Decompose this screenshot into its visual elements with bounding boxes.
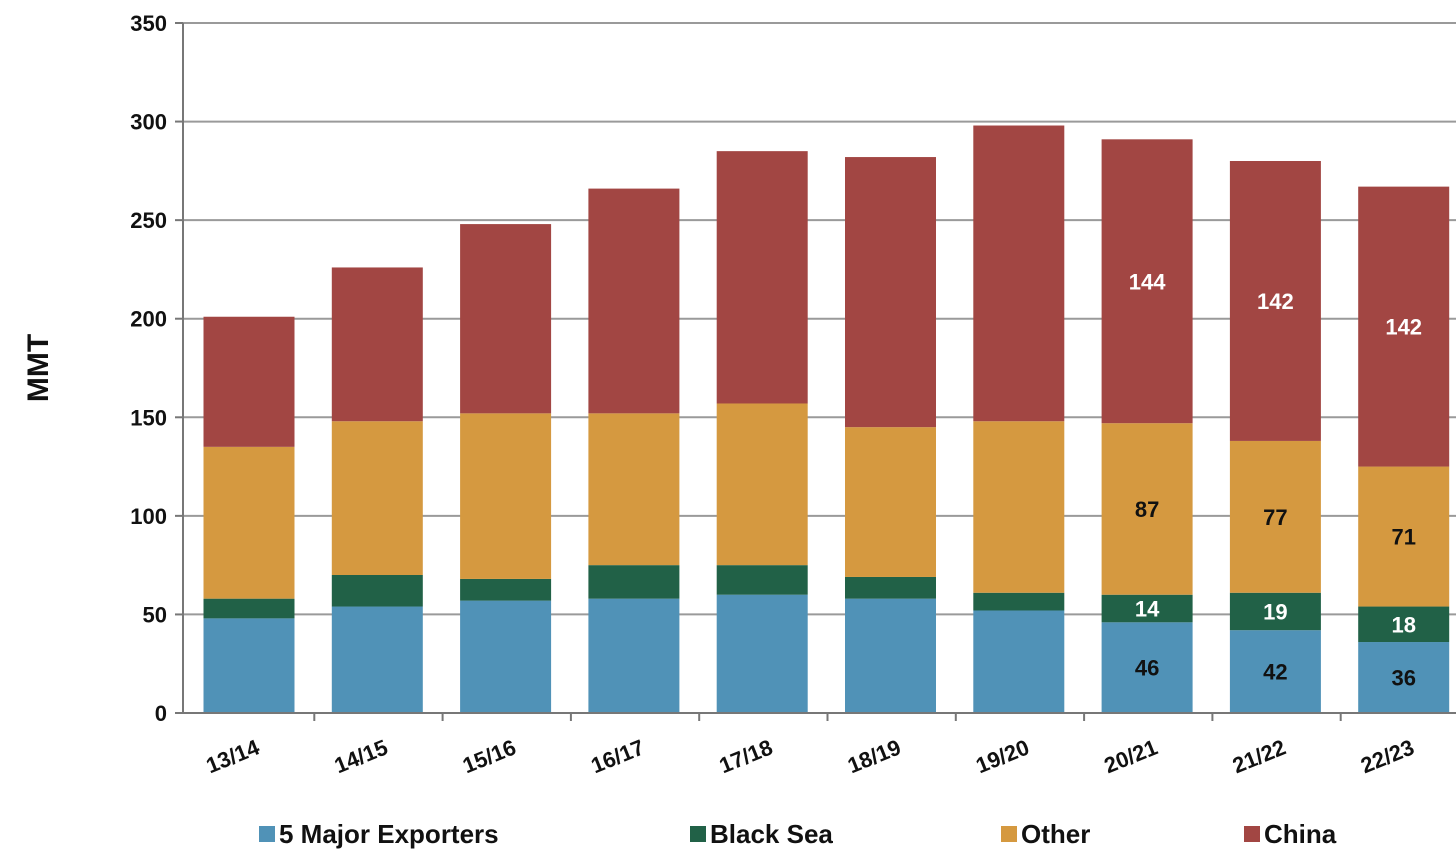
legend-swatch bbox=[259, 826, 275, 842]
x-tick-label: 15/16 bbox=[459, 734, 519, 778]
bar-segment-other bbox=[716, 403, 808, 566]
x-tick-label: 20/21 bbox=[1101, 734, 1161, 778]
bar-segment-5-major-exporters bbox=[1101, 622, 1193, 713]
data-label: 144 bbox=[1129, 269, 1166, 294]
bar-segment-5-major-exporters bbox=[716, 594, 808, 713]
bar-segment-china bbox=[588, 188, 680, 414]
y-tick-label: 150 bbox=[130, 405, 167, 430]
x-tick-label: 16/17 bbox=[587, 734, 647, 778]
bar-segment-china bbox=[973, 125, 1065, 422]
bar-segment-other bbox=[588, 413, 680, 566]
bar-segment-other bbox=[973, 421, 1065, 593]
x-tick-label: 22/23 bbox=[1357, 734, 1417, 778]
y-tick-label: 100 bbox=[130, 504, 167, 529]
data-label: 142 bbox=[1385, 315, 1422, 340]
x-tick-label: 21/22 bbox=[1229, 734, 1289, 778]
legend-label: China bbox=[1264, 819, 1337, 849]
bar-segment-china bbox=[716, 151, 808, 404]
y-axis-title: MMT bbox=[22, 334, 55, 402]
bar-segment-china bbox=[1101, 139, 1193, 424]
data-label: 142 bbox=[1257, 289, 1294, 314]
bar-segment-china bbox=[203, 316, 295, 447]
data-label: 87 bbox=[1135, 497, 1159, 522]
bar-segment-black-sea bbox=[845, 576, 936, 599]
legend-label: 5 Major Exporters bbox=[279, 819, 499, 849]
bar-segment-black-sea bbox=[460, 578, 552, 601]
legend-item-china: China bbox=[1244, 819, 1337, 849]
legend-swatch bbox=[690, 826, 706, 842]
legend-label: Black Sea bbox=[710, 819, 833, 849]
y-tick-label: 0 bbox=[155, 701, 167, 726]
bar-segment-5-major-exporters bbox=[1229, 630, 1321, 713]
bar-segment-black-sea bbox=[331, 575, 423, 607]
bar-segment-other bbox=[1229, 440, 1321, 593]
bar-segment-5-major-exporters bbox=[203, 618, 295, 713]
data-label: 71 bbox=[1391, 525, 1415, 550]
legend-label: Other bbox=[1021, 819, 1090, 849]
legend-swatch bbox=[1244, 826, 1260, 842]
bar-segment-black-sea bbox=[973, 592, 1065, 611]
legend: 5 Major Exporters Black Sea Other China bbox=[259, 819, 1337, 849]
x-tick-label: 19/20 bbox=[972, 734, 1032, 778]
y-tick-label: 200 bbox=[130, 307, 167, 332]
x-tick-label: 18/19 bbox=[844, 734, 904, 778]
bars bbox=[203, 125, 1450, 713]
x-tick-label: 13/14 bbox=[202, 734, 263, 778]
bar-segment-other bbox=[203, 446, 295, 599]
bar-segment-other bbox=[331, 421, 423, 575]
bar-segment-other bbox=[460, 413, 552, 579]
legend-swatch bbox=[1001, 826, 1017, 842]
bar-segment-other bbox=[845, 427, 936, 577]
y-tick-label: 250 bbox=[130, 208, 167, 233]
data-label: 42 bbox=[1263, 660, 1287, 685]
data-label: 77 bbox=[1263, 505, 1287, 530]
bar-segment-black-sea bbox=[1101, 594, 1193, 623]
y-tick-label: 300 bbox=[130, 110, 167, 135]
data-label: 19 bbox=[1263, 599, 1287, 624]
data-label: 14 bbox=[1135, 597, 1160, 622]
data-label: 46 bbox=[1135, 656, 1159, 681]
x-tick-label: 17/18 bbox=[716, 734, 776, 778]
bar-segment-other bbox=[1358, 466, 1450, 607]
bar-segment-5-major-exporters bbox=[845, 598, 936, 713]
bar-segment-5-major-exporters bbox=[973, 610, 1065, 713]
bar-segment-other bbox=[1101, 423, 1193, 595]
y-tick-label: 50 bbox=[143, 602, 167, 627]
bar-segment-black-sea bbox=[588, 565, 680, 599]
bar-segment-black-sea bbox=[203, 598, 295, 619]
bar-segment-5-major-exporters bbox=[331, 606, 423, 713]
legend-item-other: Other bbox=[1001, 819, 1090, 849]
legend-item-black-sea: Black Sea bbox=[690, 819, 833, 849]
legend-item-5-major-exporters: 5 Major Exporters bbox=[259, 819, 499, 849]
bar-segment-5-major-exporters bbox=[460, 600, 552, 713]
bar-segment-black-sea bbox=[716, 565, 808, 595]
data-labels: 46 14 87 144 42 19 77 142 36 18 71 142 bbox=[1129, 269, 1422, 690]
bar-segment-5-major-exporters bbox=[588, 598, 680, 713]
bar-segment-black-sea bbox=[1229, 592, 1321, 631]
data-label: 18 bbox=[1391, 612, 1415, 637]
x-tick-label: 14/15 bbox=[331, 734, 391, 778]
data-label: 36 bbox=[1391, 666, 1415, 691]
bar-segment-china bbox=[1229, 161, 1321, 441]
bar-segment-china bbox=[1358, 186, 1450, 467]
bar-segment-5-major-exporters bbox=[1358, 642, 1450, 713]
bar-segment-black-sea bbox=[1358, 606, 1450, 643]
bar-segment-china bbox=[460, 224, 552, 414]
bar-segment-china bbox=[331, 267, 423, 422]
bar-segment-china bbox=[845, 157, 936, 428]
y-tick-label: 350 bbox=[130, 11, 167, 36]
